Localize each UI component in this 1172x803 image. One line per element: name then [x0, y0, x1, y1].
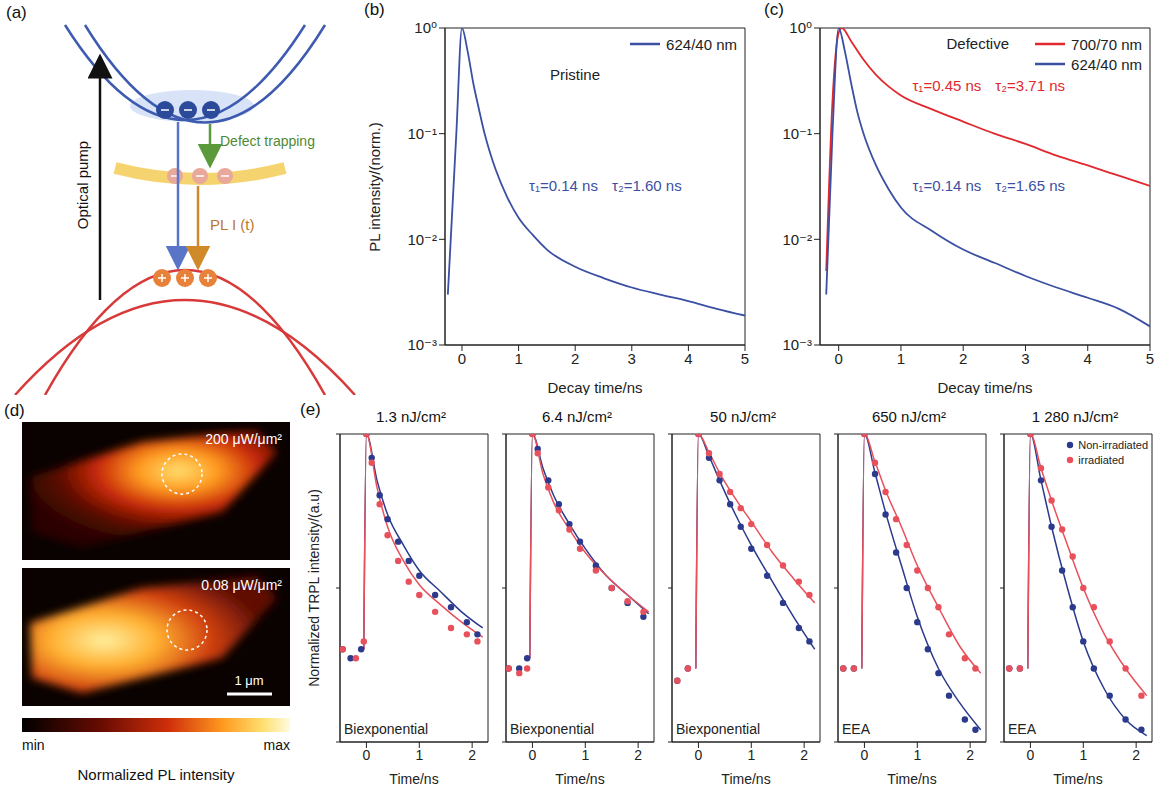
svg-text:min: min — [22, 737, 45, 753]
svg-text:4: 4 — [684, 350, 692, 367]
svg-text:0: 0 — [835, 350, 843, 367]
html-text:Biexponential: Biexponential — [344, 721, 429, 737]
svg-text:0: 0 — [363, 747, 371, 763]
html-text:Defective: Defective — [946, 35, 1009, 52]
html-text:1 280 nJ/cm²: 1 280 nJ/cm² — [1031, 408, 1119, 425]
svg-text:Decay time/ns: Decay time/ns — [937, 379, 1032, 395]
svg-text:2: 2 — [800, 747, 808, 763]
svg-text:Optical pump: Optical pump — [74, 141, 91, 229]
html-text:(c): (c) — [764, 0, 784, 19]
html-text:EEA: EEA — [1008, 721, 1036, 737]
svg-text:10⁻³: 10⁻³ — [407, 336, 437, 353]
html-text:624/40 nm: 624/40 nm — [1071, 55, 1142, 73]
svg-text:10⁻¹: 10⁻¹ — [407, 125, 437, 142]
html-text:650 nJ/cm²: 650 nJ/cm² — [871, 408, 947, 425]
html-text:(e): (e) — [300, 400, 321, 419]
svg-text:PL I (t): PL I (t) — [210, 216, 254, 233]
svg-text:2: 2 — [1132, 747, 1140, 763]
html-text:τ₁=0.45 ns: τ₁=0.45 ns — [912, 77, 982, 95]
svg-text:200 μW/μm²: 200 μW/μm² — [205, 431, 282, 447]
html-text:Normalized TRPL intensity/(a.u: Normalized TRPL intensity/(a.u) — [306, 489, 322, 687]
svg-text:1: 1 — [581, 747, 589, 763]
svg-text:1: 1 — [514, 350, 522, 367]
svg-text:max: max — [264, 737, 290, 753]
svg-text:10⁻³: 10⁻³ — [782, 336, 812, 353]
svg-text:1: 1 — [897, 350, 905, 367]
svg-text:10⁻²: 10⁻² — [782, 231, 812, 248]
html-text:τ₂=1.60 ns: τ₂=1.60 ns — [612, 177, 682, 194]
svg-text:1: 1 — [415, 747, 423, 763]
svg-text:10⁰: 10⁰ — [789, 19, 812, 36]
html-text:τ₁=0.14 ns: τ₁=0.14 ns — [529, 177, 598, 194]
svg-text:Time/ns: Time/ns — [555, 771, 604, 787]
html-text:6.4 nJ/cm²: 6.4 nJ/cm² — [542, 408, 612, 425]
svg-text:2: 2 — [959, 350, 967, 367]
svg-text:Time/ns: Time/ns — [721, 771, 770, 787]
svg-text:10⁰: 10⁰ — [414, 19, 437, 36]
svg-text:3: 3 — [1021, 350, 1029, 367]
html-text:700/70 nm: 700/70 nm — [1071, 35, 1142, 53]
svg-text:10⁻²: 10⁻² — [407, 231, 437, 248]
html-text:1.3 nJ/cm²: 1.3 nJ/cm² — [376, 408, 446, 425]
svg-text:1 μm: 1 μm — [234, 673, 263, 688]
svg-text:5: 5 — [1146, 350, 1154, 367]
svg-text:(d): (d) — [4, 401, 25, 420]
html-text:Biexponential: Biexponential — [676, 721, 761, 737]
html-text:irradiated: irradiated — [1078, 453, 1125, 466]
svg-text:5: 5 — [741, 350, 749, 367]
html-text:Non-irradiated: Non-irradiated — [1078, 438, 1148, 451]
svg-text:0.08 μW/μm²: 0.08 μW/μm² — [201, 577, 282, 593]
svg-text:0: 0 — [458, 350, 466, 367]
html-text:(b): (b) — [364, 0, 385, 19]
svg-text:1: 1 — [913, 747, 921, 763]
svg-text:(a): (a) — [6, 3, 27, 22]
svg-text:4: 4 — [1084, 350, 1092, 367]
svg-text:Time/ns: Time/ns — [887, 771, 936, 787]
html-text:τ₂=3.71 ns: τ₂=3.71 ns — [995, 77, 1066, 95]
svg-text:Decay time/ns: Decay time/ns — [547, 379, 642, 395]
svg-text:Time/ns: Time/ns — [1053, 771, 1102, 787]
svg-text:1: 1 — [747, 747, 755, 763]
html-text:PL intensity/(norm.): PL intensity/(norm.) — [365, 121, 383, 252]
svg-text:0: 0 — [1027, 747, 1035, 763]
svg-text:Time/ns: Time/ns — [389, 771, 438, 787]
html-text:624/40 nm: 624/40 nm — [666, 35, 737, 53]
svg-text:10⁻¹: 10⁻¹ — [782, 125, 812, 142]
svg-text:2: 2 — [966, 747, 974, 763]
svg-text:3: 3 — [628, 350, 636, 367]
html-text:τ₁=0.14 ns: τ₁=0.14 ns — [912, 177, 982, 194]
html-text:Biexponential: Biexponential — [510, 721, 595, 737]
svg-text:Normalized PL intensity: Normalized PL intensity — [77, 766, 235, 783]
html-text:EEA: EEA — [842, 721, 870, 737]
svg-text:1: 1 — [1079, 747, 1087, 763]
svg-text:0: 0 — [861, 747, 869, 763]
html-text:τ₂=1.65 ns: τ₂=1.65 ns — [995, 177, 1066, 194]
html-text:Pristine: Pristine — [550, 66, 600, 83]
svg-text:0: 0 — [695, 747, 703, 763]
html-text:50 nJ/cm²: 50 nJ/cm² — [710, 408, 776, 425]
svg-text:2: 2 — [468, 747, 476, 763]
svg-text:0: 0 — [529, 747, 537, 763]
svg-text:Defect trapping: Defect trapping — [220, 133, 315, 149]
svg-text:2: 2 — [571, 350, 579, 367]
svg-text:2: 2 — [634, 747, 642, 763]
